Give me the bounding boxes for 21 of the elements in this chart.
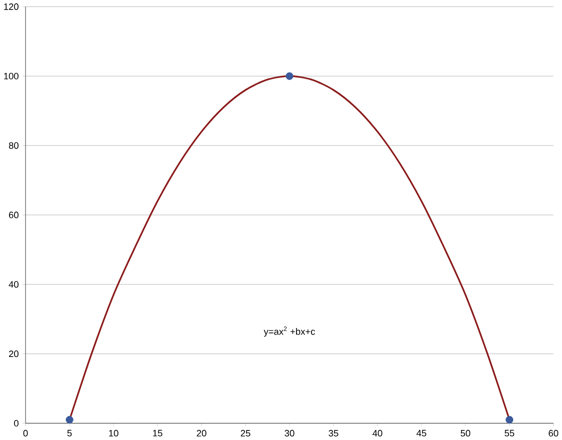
x-tick-label: 0 xyxy=(23,430,28,437)
y-tick-label: 80 xyxy=(8,142,18,149)
x-tick-label: 60 xyxy=(548,430,558,437)
x-tick-label: 55 xyxy=(504,430,514,436)
y-tick-label: 0 xyxy=(14,420,18,427)
annotation: y=ax$^{2}$ +bx+c xyxy=(264,326,315,337)
y-tick-label: 60 xyxy=(9,212,18,218)
x-tick-label: 10 xyxy=(109,430,118,437)
x-tick-label: 35 xyxy=(328,430,338,437)
y-tick-label: 40 xyxy=(8,281,18,288)
y-tick-label: 20 xyxy=(9,350,18,358)
y-tick-label: 120 xyxy=(4,3,18,10)
x-tick-label: 50 xyxy=(460,430,470,437)
x-tick-label: 45 xyxy=(416,430,426,436)
x-tick-label: 25 xyxy=(240,430,250,437)
y-tick-label: 100 xyxy=(4,72,18,80)
x-tick-label: 5 xyxy=(67,430,72,436)
x-tick-label: 15 xyxy=(153,430,162,436)
x-tick-label: 40 xyxy=(372,430,382,437)
x-tick-label: 30 xyxy=(284,430,294,437)
x-tick-label: 20 xyxy=(196,430,206,437)
